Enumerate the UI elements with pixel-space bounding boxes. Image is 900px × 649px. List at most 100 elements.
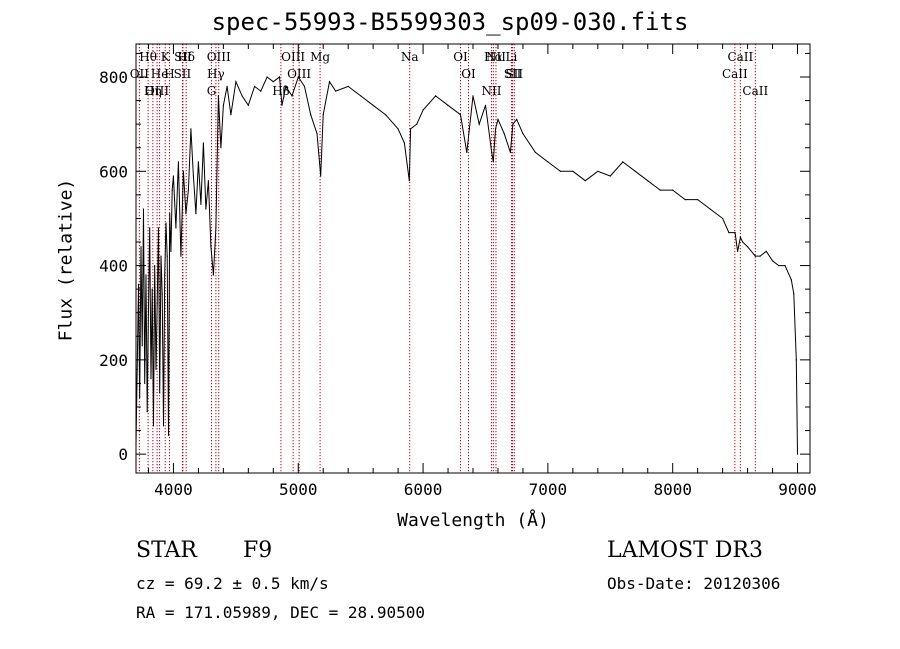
data-point [472,95,474,97]
spectral-line-label: OIII [281,50,305,64]
spectral-line-label: Hη [144,84,162,98]
data-point [207,180,209,182]
data-point [187,189,189,191]
x-tick-label: 8000 [653,480,692,499]
data-point [266,76,268,78]
data-point [522,133,524,135]
data-point [177,161,179,163]
data-point [230,114,232,116]
data-point [737,250,739,252]
chart-title: spec-55993-B5599303_sp09-030.fits [211,8,689,36]
data-point [144,382,146,384]
x-tick-label: 6000 [404,480,443,499]
data-point [141,345,143,347]
data-point [205,208,207,210]
data-point [215,227,217,229]
spectral-line-label: SII [174,67,192,81]
data-point [222,104,224,106]
spectral-line-label: SII [505,67,523,81]
data-point [172,175,174,177]
data-point [697,199,699,201]
data-point [416,123,418,125]
redshift-velocity: cz = 69.2 ± 0.5 km/s [136,574,329,593]
x-tick-label: 9000 [778,480,817,499]
data-point [397,128,399,130]
y-tick-label: 600 [99,162,128,181]
data-point [162,425,165,427]
data-point [136,368,138,370]
data-point [152,425,155,427]
data-point [278,76,281,78]
data-point [754,255,756,257]
data-point [790,279,792,281]
spectral-line-label: SII [174,50,192,64]
spectral-line-label: Hδ [177,50,195,64]
data-point [347,85,349,87]
x-tick-label: 7000 [529,480,568,499]
data-point [212,274,214,276]
data-point [422,109,424,111]
data-point [260,90,262,92]
data-point [634,170,636,172]
y-tick-label: 800 [99,68,128,87]
data-point [659,189,661,191]
data-point [200,203,202,205]
data-point [161,293,163,295]
data-point [447,104,449,106]
data-point [210,246,212,248]
data-point [572,170,574,172]
data-point [742,241,744,243]
spectral-line-label: OII [130,67,150,81]
data-point [281,104,283,106]
data-point [303,85,306,87]
data-point [285,85,287,87]
spectral-line-label: Na [401,50,419,64]
data-point [139,397,141,399]
data-point [149,227,151,229]
data-point [497,118,499,120]
survey-name: LAMOST DR3 [607,538,763,563]
spectral-line-label: Hα [484,50,503,64]
data-point [728,232,730,234]
data-point [609,175,611,177]
data-point [622,161,624,163]
data-point [202,142,204,144]
object-class: STAR [136,538,197,563]
data-point [217,95,219,97]
data-point [164,274,166,276]
data-point [512,123,514,125]
spectral-line-label: SII [504,67,522,81]
data-point [146,411,148,413]
data-point [170,250,172,252]
spectral-subclass: F9 [243,538,273,563]
spectral-line-label: Hθ [139,50,157,64]
spectral-line-label: G [207,84,217,98]
data-point [297,76,299,78]
data-point [220,147,222,149]
spectral-line-label: OIII [287,67,311,81]
data-point [156,302,158,304]
data-point [160,255,162,257]
data-point [672,189,674,191]
data-point [155,368,157,370]
data-point [492,161,494,163]
data-point [167,434,170,436]
spectral-line-label: NII [481,84,501,98]
data-point [747,246,749,248]
data-point [166,255,168,257]
data-point [165,222,167,224]
data-point [516,118,518,120]
series-layer [135,75,799,455]
data-point [765,250,767,252]
data-point [722,217,724,219]
data-point [182,170,184,172]
data-point [784,265,786,267]
x-tick-label: 4000 [154,480,193,499]
data-point [385,114,387,116]
spectral-line-label: H [164,67,174,81]
data-point [145,274,147,276]
data-point [192,175,194,177]
data-point [778,265,780,267]
data-point [190,128,192,130]
data-point [272,81,274,83]
